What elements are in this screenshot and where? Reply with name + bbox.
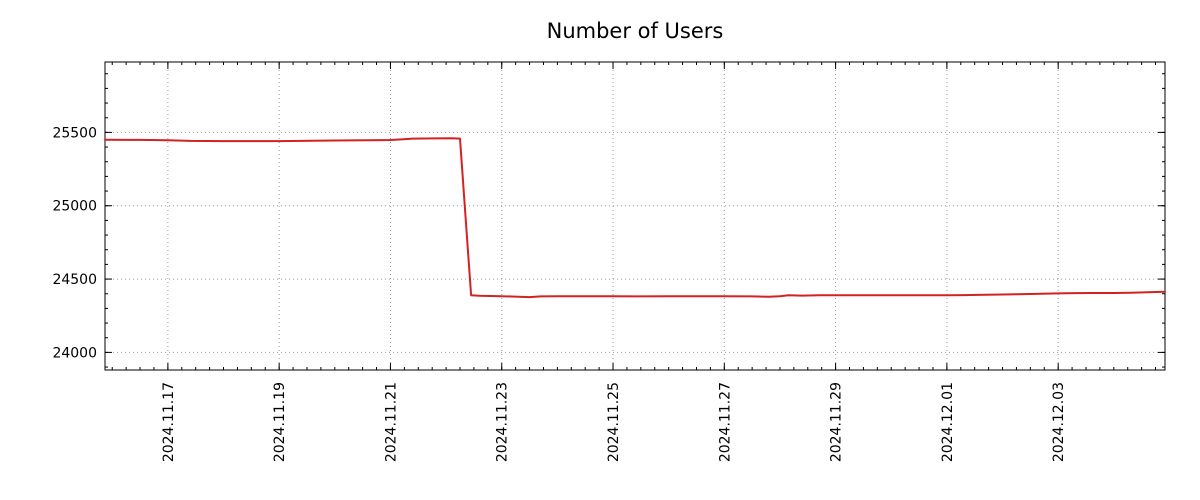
chart-title: Number of Users <box>547 19 724 43</box>
data-line <box>104 137 1166 299</box>
y-tick-label: 25000 <box>52 199 97 215</box>
x-tick-label: 2024.11.23 <box>495 382 511 462</box>
x-tick-label: 2024.11.29 <box>829 382 845 462</box>
x-tick-label: 2024.11.21 <box>383 382 399 462</box>
x-tick-label: 2024.11.19 <box>272 382 288 462</box>
x-tick-label: 2024.12.03 <box>1051 382 1067 462</box>
x-tick-label: 2024.11.27 <box>717 382 733 462</box>
y-tick-label: 24500 <box>52 272 97 288</box>
y-tick-label: 24000 <box>52 345 97 361</box>
plot-border <box>104 61 1166 371</box>
x-tick-label: 2024.12.01 <box>940 382 956 462</box>
y-tick-label: 25500 <box>52 125 97 141</box>
x-tick-label: 2024.11.17 <box>161 382 177 462</box>
x-tick-label: 2024.11.25 <box>606 382 622 462</box>
